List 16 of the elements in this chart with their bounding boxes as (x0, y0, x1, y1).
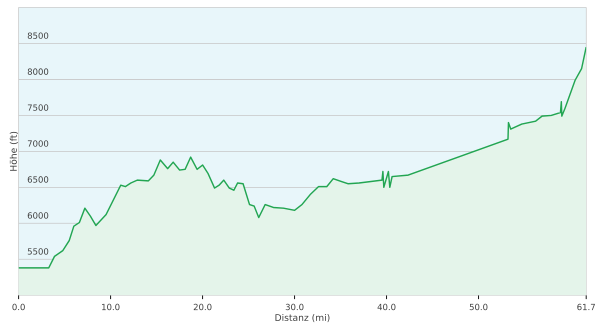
y-tick-label: 8000 (28, 68, 48, 76)
x-tick-label: 20.0 (194, 304, 212, 310)
x-tick-label: 0.0 (12, 304, 25, 310)
y-tick-label: 6500 (28, 176, 48, 183)
y-tick-label: 8500 (28, 32, 48, 40)
x-tick-label: 61.7 (577, 304, 595, 310)
x-tick-label: 50.0 (470, 304, 488, 310)
y-tick-label: 7000 (28, 140, 48, 147)
y-tick-label: 7500 (28, 104, 48, 112)
y-axis-title: Höhe (ft) (10, 132, 18, 171)
x-axis-title: Distanz (mi) (275, 314, 330, 322)
x-tick-label: 40.0 (378, 304, 396, 310)
y-tick-label: 5500 (28, 248, 48, 255)
x-tick-label: 30.0 (286, 304, 304, 310)
y-tick-label: 6000 (28, 212, 48, 219)
x-tick-label: 10.0 (102, 304, 120, 310)
